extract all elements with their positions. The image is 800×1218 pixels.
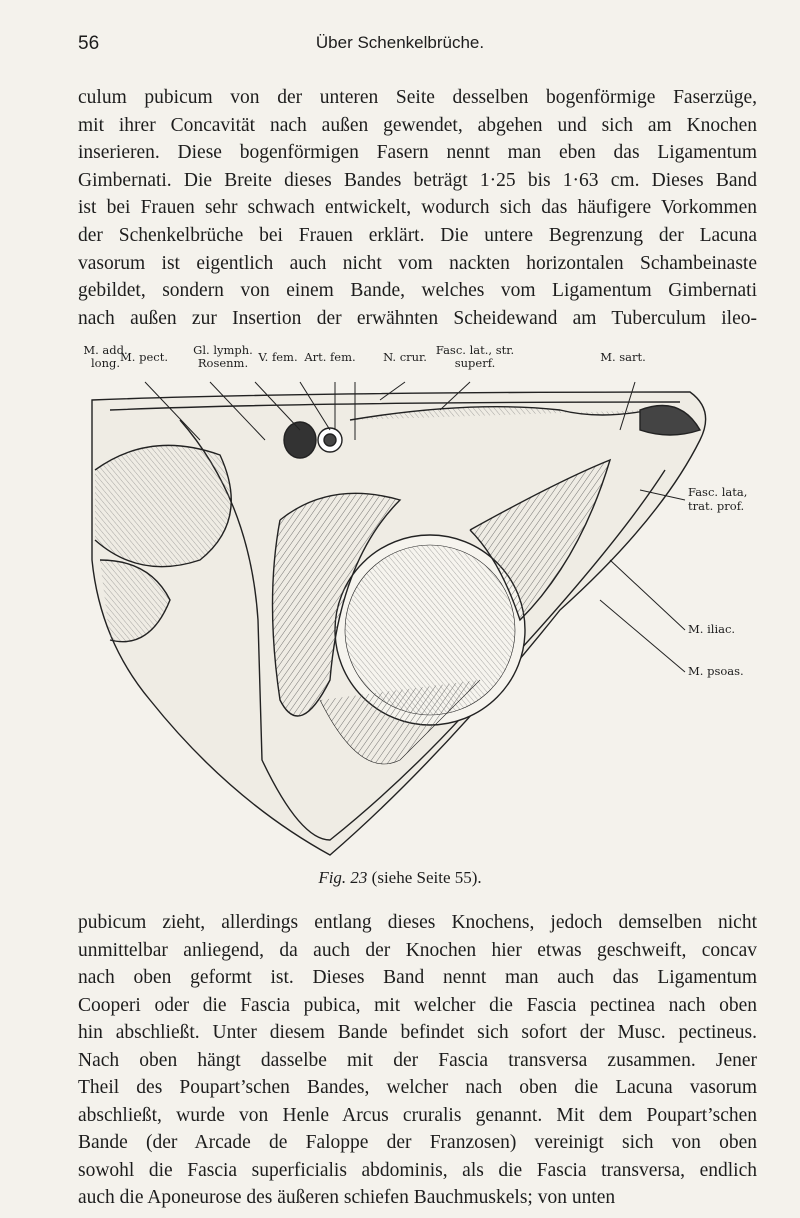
text-line: nach außen zur Insertion der erwähnten S…: [78, 307, 757, 329]
text-line: auch die Aponeurose des äußeren schiefen…: [78, 1187, 616, 1208]
figure-label: Art. fem.: [304, 350, 356, 364]
text-line: mit ihrer Concavität nach außen gewendet…: [78, 114, 757, 136]
running-title: Über Schenkelbrüche.: [315, 33, 485, 52]
text-line: ist bei Frauen sehr schwach entwickelt, …: [78, 197, 757, 219]
text-line: unmittelbar anliegend, da auch der Knoch…: [78, 939, 757, 961]
figure-label: Fasc. lat., str. superf.: [435, 343, 515, 370]
text-line: culum pubicum von der unteren Seite dess…: [78, 87, 757, 108]
figure-label: M. pect.: [120, 350, 168, 364]
text-line: abschließt, wurde von Henle Arcus crural…: [78, 1104, 757, 1126]
text-line: Gimbernati. Die Breite dieses Bandes bet…: [78, 169, 757, 191]
text-line: hin abschließt. Unter diesem Bande befin…: [78, 1022, 757, 1043]
figure-label: M. iliac.: [688, 622, 736, 636]
figure-number: Fig. 23: [318, 868, 368, 887]
text-line: Theil des Poupart’schen Bandes, welcher …: [78, 1077, 757, 1098]
text-line: gebildet, sondern von einem Bande, welch…: [78, 280, 757, 302]
text-line: pubicum zieht, allerdings entlang dieses…: [78, 912, 757, 933]
figure-label: M. psoas.: [688, 664, 744, 678]
page-number: 56: [78, 33, 100, 54]
text-line: der Schenkelbrüche bei Frauen erklärt. D…: [78, 225, 757, 246]
figure-caption: Fig. 23 (siehe Seite 55).: [0, 868, 800, 888]
figure-label: M. add. long.: [83, 343, 128, 370]
figure-label: Fasc. lata, trat. prof.: [688, 485, 748, 513]
figure-label: Gl. lymph. Rosenm.: [193, 343, 253, 370]
text-line: Nach oben hängt dasselbe mit der Fascia …: [78, 1049, 757, 1071]
text-line: inserieren. Diese bogenförmigen Fasern n…: [78, 142, 757, 164]
text-line: sowohl die Fascia superficialis abdomini…: [78, 1159, 757, 1181]
figure-label: V. fem.: [258, 350, 298, 364]
text-line: vasorum ist eigentlich auch nicht vom na…: [78, 252, 757, 274]
text-line: Cooperi oder die Fascia pubica, mit welc…: [78, 994, 757, 1016]
figure-label: M. sart.: [600, 350, 646, 364]
text-line: nach oben geformt ist. Dieses Band nennt…: [78, 967, 757, 988]
caption-text: (siehe Seite 55).: [371, 868, 482, 887]
text-line: Bande (der Arcade de Faloppe der Franzos…: [78, 1132, 757, 1153]
figure-label: N. crur.: [383, 350, 427, 364]
